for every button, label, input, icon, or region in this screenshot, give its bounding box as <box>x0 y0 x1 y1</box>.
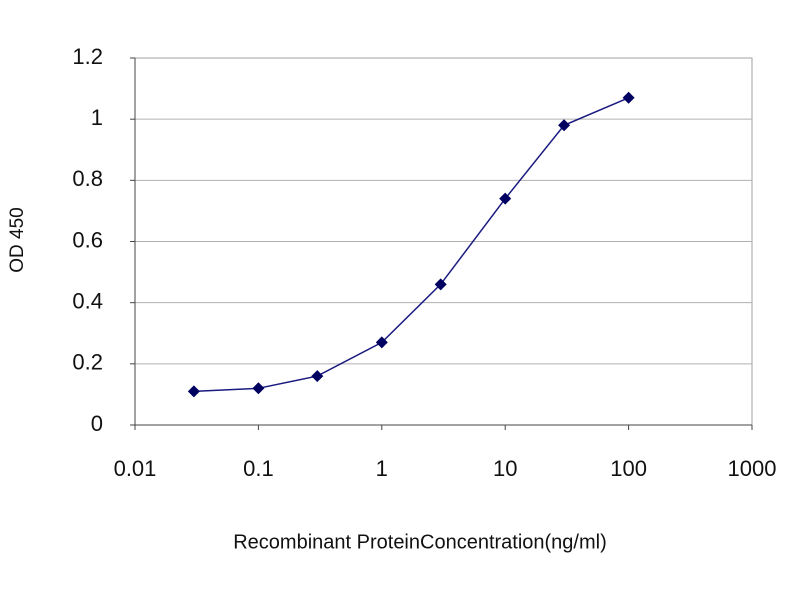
y-tick-label: 0.6 <box>72 227 103 252</box>
y-tick-label: 1 <box>91 105 103 130</box>
data-point <box>622 91 635 104</box>
x-tick-label: 0.01 <box>114 456 157 481</box>
data-point <box>434 278 447 291</box>
x-axis-label: Recombinant ProteinConcentration(ng/ml) <box>233 531 607 553</box>
y-tick-label: 0 <box>91 411 103 436</box>
x-tick-label: 0.1 <box>243 456 274 481</box>
data-point <box>311 370 324 383</box>
data-point <box>499 192 512 205</box>
y-tick-label: 0.4 <box>72 288 103 313</box>
data-line <box>193 97 629 393</box>
x-tick-label: 1000 <box>728 456 777 481</box>
y-tick-label: 0.2 <box>72 350 103 375</box>
data-point <box>558 119 571 132</box>
x-tick-label: 1 <box>376 456 388 481</box>
x-tick-label: 100 <box>610 456 647 481</box>
data-point <box>252 382 265 395</box>
data-point <box>187 385 200 398</box>
data-point <box>375 336 388 349</box>
x-tick-label: 10 <box>493 456 517 481</box>
y-axis-label: OD 450 <box>7 207 28 272</box>
y-tick-label: 0.8 <box>72 166 103 191</box>
y-tick-label: 1.2 <box>72 44 103 69</box>
